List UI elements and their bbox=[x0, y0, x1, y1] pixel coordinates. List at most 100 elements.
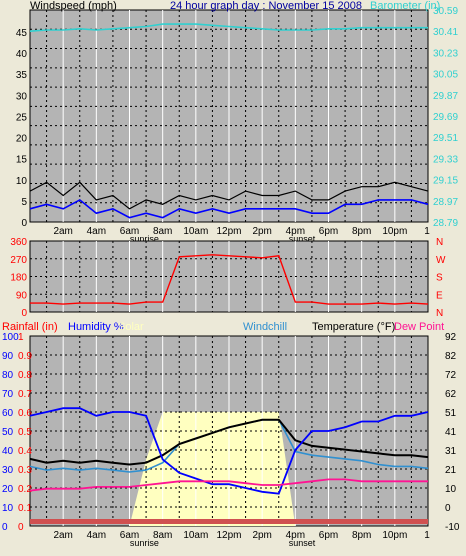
axis-tick-label: 0 bbox=[18, 522, 24, 533]
x-tick-label: 10am bbox=[183, 226, 208, 237]
axis-tick-label: -10 bbox=[445, 522, 460, 533]
axis-tick-label: 1 bbox=[18, 332, 24, 343]
axis-tick-label: 0.7 bbox=[18, 389, 32, 400]
axis-tick-label: 30 bbox=[2, 465, 14, 476]
axis-tick-label: 40 bbox=[2, 446, 14, 457]
axis-tick-label: 0 bbox=[445, 503, 451, 514]
sunset-label: sunset bbox=[289, 538, 316, 548]
dewpoint-label: Dew Point bbox=[394, 321, 444, 333]
humidity-series bbox=[29, 407, 429, 495]
x-tick-label: 6pm bbox=[319, 226, 338, 237]
temperature-label: Temperature (°F) bbox=[312, 321, 395, 333]
direction-series bbox=[30, 254, 429, 305]
barometer-series bbox=[29, 23, 428, 32]
axis-tick-label: 0 bbox=[21, 308, 27, 319]
axis-tick-label: 10 bbox=[16, 176, 28, 187]
axis-tick-label: 360 bbox=[10, 237, 27, 248]
x-tick-label: 8am bbox=[153, 226, 172, 237]
x-tick-label: 4am bbox=[87, 530, 106, 541]
axis-tick-label: 29.15 bbox=[433, 176, 458, 187]
x-tick-label: 10am bbox=[183, 530, 208, 541]
barometer-axis-label: Barometer (in) bbox=[370, 0, 440, 12]
axis-tick-label: 30.59 bbox=[433, 6, 458, 17]
axis-tick-label: 60 bbox=[2, 408, 14, 419]
x-tick-label: 4pm bbox=[286, 226, 305, 237]
x-tick-label: 6pm bbox=[319, 530, 338, 541]
axis-tick-label: S bbox=[436, 273, 443, 284]
axis-tick-label: 0.3 bbox=[18, 465, 32, 476]
sunset-label: sunset bbox=[289, 234, 316, 244]
windchill-label: Windchill bbox=[243, 321, 287, 333]
x-tick-label: 10pm bbox=[382, 530, 407, 541]
axis-tick-label: 0 bbox=[21, 218, 27, 229]
temperature-series bbox=[29, 418, 429, 466]
axis-tick-label: 20 bbox=[2, 484, 14, 495]
axis-tick-label: 72 bbox=[445, 370, 457, 381]
axis-tick-label: 29.33 bbox=[433, 154, 458, 165]
windspeed-series bbox=[29, 198, 429, 219]
sunrise-label: sunrise bbox=[130, 234, 159, 244]
axis-tick-label: 180 bbox=[10, 273, 27, 284]
axis-tick-label: 10 bbox=[445, 484, 457, 495]
x-tick-label: 6am bbox=[120, 226, 139, 237]
axis-tick-label: 29.87 bbox=[433, 91, 458, 102]
x-tick-label: 8pm bbox=[352, 226, 371, 237]
x-tick-label: 2am bbox=[53, 226, 72, 237]
axis-tick-label: 0.6 bbox=[18, 408, 32, 419]
axis-tick-label: 0.5 bbox=[18, 427, 32, 438]
axis-tick-label: 15 bbox=[16, 155, 28, 166]
x-tick-label: 2am bbox=[53, 530, 72, 541]
axis-tick-label: N bbox=[436, 237, 443, 248]
axis-tick-label: W bbox=[436, 255, 446, 266]
axis-tick-label: 50 bbox=[2, 427, 14, 438]
axis-tick-label: 30.23 bbox=[433, 48, 458, 59]
humidity-label: Humidity % bbox=[68, 321, 124, 333]
axis-tick-label: 45 bbox=[16, 28, 28, 39]
axis-tick-label: 0.2 bbox=[18, 484, 32, 495]
rainfall-label: Rainfall (in) bbox=[2, 321, 58, 333]
dewpoint-series bbox=[29, 478, 428, 492]
solar-label: Solar bbox=[118, 321, 144, 333]
axis-tick-label: 62 bbox=[445, 389, 457, 400]
graph-title: 24 hour graph day : November 15 2008 bbox=[170, 0, 362, 12]
axis-tick-label: 29.69 bbox=[433, 112, 458, 123]
axis-tick-label: 21 bbox=[445, 465, 457, 476]
x-tick-end: 1 bbox=[424, 226, 430, 237]
axis-tick-label: 30.41 bbox=[433, 27, 458, 38]
axis-tick-label: 0.1 bbox=[18, 503, 32, 514]
axis-tick-label: 25 bbox=[16, 112, 28, 123]
x-tick-label: 6am bbox=[120, 530, 139, 541]
axis-tick-label: 51 bbox=[445, 408, 457, 419]
x-tick-label: 12pm bbox=[216, 226, 241, 237]
axis-tick-label: 5 bbox=[21, 197, 27, 208]
axis-tick-label: 90 bbox=[16, 290, 28, 301]
axis-tick-label: 28.79 bbox=[433, 218, 458, 229]
axis-tick-label: 0.4 bbox=[18, 446, 32, 457]
axis-tick-label: 35 bbox=[16, 70, 28, 81]
axis-tick-label: 40 bbox=[16, 49, 28, 60]
x-tick-label: 2pm bbox=[252, 226, 271, 237]
x-tick-label: 8am bbox=[153, 530, 172, 541]
wind-axis-label: Windspeed (mph) bbox=[30, 0, 117, 12]
axis-tick-label: 10 bbox=[2, 503, 14, 514]
gust-series bbox=[29, 181, 429, 210]
axis-tick-label: 30.05 bbox=[433, 70, 458, 81]
axis-tick-label: 0.9 bbox=[18, 351, 32, 362]
x-tick-label: 2pm bbox=[252, 530, 271, 541]
axis-tick-label: 92 bbox=[445, 332, 457, 343]
rainfall-bar bbox=[30, 519, 428, 524]
axis-tick-label: 0 bbox=[2, 522, 8, 533]
axis-tick-label: 0.8 bbox=[18, 370, 32, 381]
x-tick-end: 1 bbox=[424, 530, 430, 541]
sunrise-label: sunrise bbox=[130, 538, 159, 548]
axis-tick-label: 20 bbox=[16, 134, 28, 145]
axis-tick-label: 80 bbox=[2, 370, 14, 381]
axis-tick-label: N bbox=[436, 308, 443, 319]
x-tick-label: 10pm bbox=[382, 226, 407, 237]
axis-tick-label: 270 bbox=[10, 255, 27, 266]
axis-tick-label: 30 bbox=[16, 91, 28, 102]
axis-tick-label: 31 bbox=[445, 446, 457, 457]
axis-tick-label: E bbox=[436, 290, 443, 301]
x-tick-label: 8pm bbox=[352, 530, 371, 541]
